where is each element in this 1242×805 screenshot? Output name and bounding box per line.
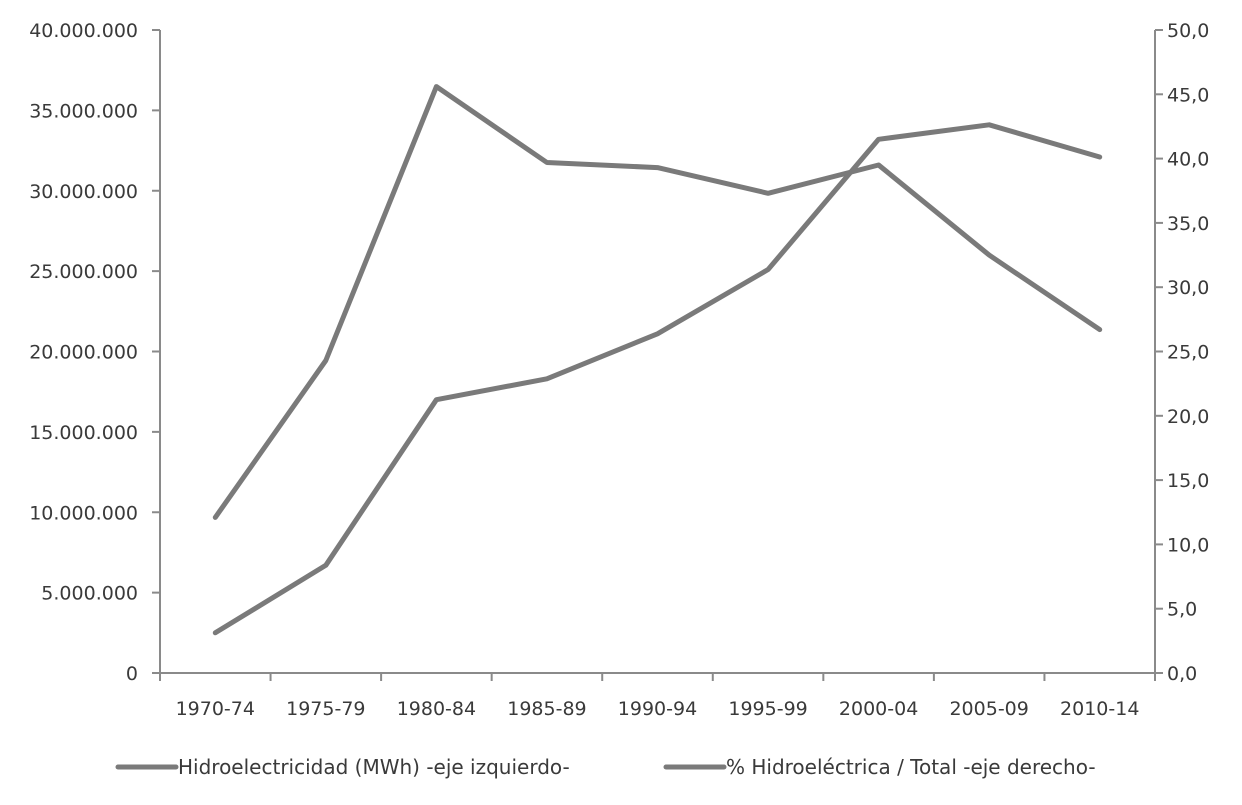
x-tick-label: 1975-79 bbox=[286, 698, 365, 720]
left-y-tick-label: 10.000.000 bbox=[29, 502, 138, 524]
right-y-tick-label: 30,0 bbox=[1167, 277, 1209, 299]
x-tick-label: 1985-89 bbox=[507, 698, 586, 720]
left-y-tick-label: 0 bbox=[126, 663, 138, 685]
legend: Hidroelectricidad (MWh) -eje izquierdo-%… bbox=[115, 755, 1096, 779]
left-y-tick-label: 35.000.000 bbox=[29, 100, 138, 122]
left-y-tick-label: 15.000.000 bbox=[29, 422, 138, 444]
series-lines bbox=[212, 84, 1103, 636]
legend-label: % Hidroeléctrica / Total -eje derecho- bbox=[726, 755, 1096, 779]
right-y-tick-label: 40,0 bbox=[1167, 149, 1209, 171]
left-y-tick-label: 30.000.000 bbox=[29, 181, 138, 203]
right-y-tick-label: 20,0 bbox=[1167, 406, 1209, 428]
x-tick-label: 2010-14 bbox=[1060, 698, 1139, 720]
left-y-tick-label: 5.000.000 bbox=[41, 583, 138, 605]
left-y-tick-label: 20.000.000 bbox=[29, 342, 138, 364]
right-y-tick-label: 50,0 bbox=[1167, 20, 1209, 42]
right-y-tick-label: 5,0 bbox=[1167, 599, 1197, 621]
left-y-tick-label: 40.000.000 bbox=[29, 20, 138, 42]
right-y-tick-label: 45,0 bbox=[1167, 84, 1209, 106]
right-y-tick-label: 15,0 bbox=[1167, 470, 1209, 492]
x-tick-label: 2005-09 bbox=[949, 698, 1028, 720]
x-tick-label: 2000-04 bbox=[839, 698, 918, 720]
left-y-tick-label: 25.000.000 bbox=[29, 261, 138, 283]
legend-label: Hidroelectricidad (MWh) -eje izquierdo- bbox=[178, 755, 570, 779]
right-y-tick-label: 0,0 bbox=[1167, 663, 1197, 685]
x-tick-label: 1995-99 bbox=[728, 698, 807, 720]
series-line-percent-hydro bbox=[212, 84, 1103, 520]
x-tick-label: 1970-74 bbox=[176, 698, 255, 720]
axes bbox=[152, 29, 1163, 681]
right-y-tick-label: 35,0 bbox=[1167, 213, 1209, 235]
legend-item-hydro-mwh: Hidroelectricidad (MWh) -eje izquierdo- bbox=[115, 755, 570, 779]
x-tick-label: 1990-94 bbox=[618, 698, 697, 720]
series-line-hydro-mwh bbox=[212, 122, 1103, 636]
legend-item-percent-hydro: % Hidroeléctrica / Total -eje derecho- bbox=[663, 755, 1096, 779]
right-y-tick-label: 25,0 bbox=[1167, 342, 1209, 364]
x-tick-label: 1980-84 bbox=[397, 698, 476, 720]
right-y-tick-label: 10,0 bbox=[1167, 534, 1209, 556]
tick-labels: 0 5.000.000 10.000.000 15.000.000 20.000.000… bbox=[29, 20, 1209, 720]
